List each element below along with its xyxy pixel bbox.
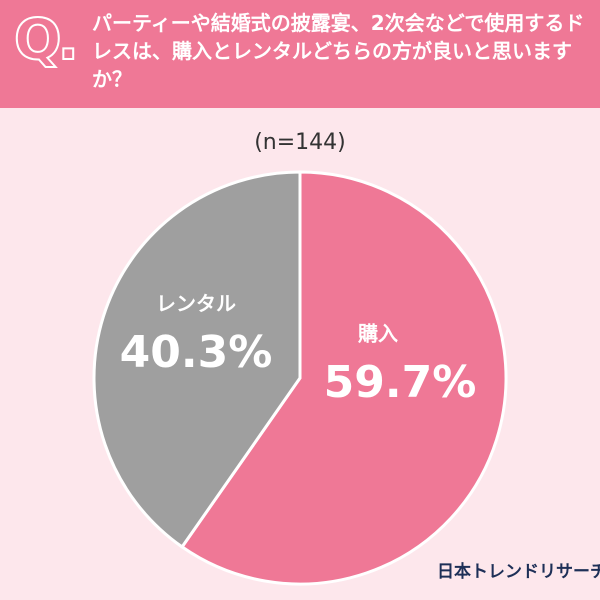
value-label: 59.7%	[324, 357, 477, 408]
question: パーティーや結婚式の披露宴、2次会などで使用するドレスは、購入とレンタルどちらの…	[92, 11, 585, 91]
slice-label: レンタル	[156, 292, 236, 316]
pie-slice	[179, 170, 508, 586]
pie-slice	[92, 170, 302, 550]
header: Q. パーティーや結婚式の披露宴、2次会などで使用するドレスは、購入とレンタルど…	[0, 0, 600, 108]
q-mark: Q.	[13, 7, 80, 74]
value-label: 40.3%	[120, 327, 273, 378]
brand: 日本トレンドリサーチ	[437, 561, 600, 582]
chart-subtitle: (n=144)	[254, 130, 346, 155]
slice-label: 購入	[358, 322, 398, 346]
